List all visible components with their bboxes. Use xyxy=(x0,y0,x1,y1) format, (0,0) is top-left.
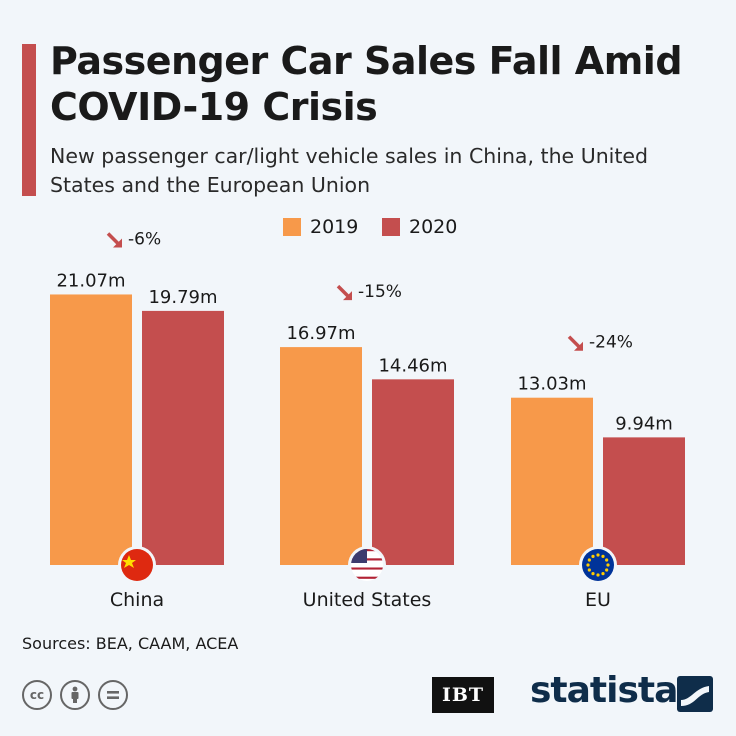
down-arrow-shaft xyxy=(106,232,121,246)
attribution-icon xyxy=(60,680,90,710)
change-label-1: -15% xyxy=(358,282,402,302)
bar-value-label-2020-2: 9.94m xyxy=(615,413,673,434)
flag-star xyxy=(587,568,591,572)
flag-star xyxy=(586,563,590,567)
bar-2019-0 xyxy=(50,294,132,565)
flag-stripe-white xyxy=(351,574,383,577)
down-arrow-icon xyxy=(106,232,122,248)
flag-star xyxy=(591,554,595,558)
flag-graphic xyxy=(121,549,153,581)
us-flag-icon xyxy=(348,546,386,584)
chart-title: Passenger Car Sales Fall Amid COVID-19 C… xyxy=(50,39,683,129)
chart-subtitle: New passenger car/light vehicle sales in… xyxy=(50,144,649,197)
bar-2020-2 xyxy=(603,437,685,565)
china-flag-icon xyxy=(118,546,156,584)
down-arrow-icon xyxy=(336,284,352,301)
flag-star xyxy=(596,573,600,577)
flag-stripe xyxy=(351,562,383,566)
down-arrow-head xyxy=(113,238,122,248)
statista-wordmark: statista xyxy=(530,670,678,711)
down-arrow-icon xyxy=(567,335,583,351)
category-label-1: United States xyxy=(303,589,432,611)
bar-value-label-2019-0: 21.07m xyxy=(56,270,125,291)
flag-star xyxy=(596,553,600,557)
bar-2019-2 xyxy=(511,397,593,565)
flag-stripe-white xyxy=(351,578,383,581)
change-label-0: -6% xyxy=(128,229,161,249)
license-icons: cc xyxy=(22,680,128,710)
eu-flag-icon xyxy=(579,546,617,584)
down-arrow-shaft xyxy=(336,284,351,299)
flag-star xyxy=(605,568,609,572)
flag-stripe-white xyxy=(351,569,383,572)
change-label-2: -24% xyxy=(589,333,633,353)
legend-item-2020: 2020 xyxy=(382,216,457,238)
flag-star xyxy=(587,558,591,562)
chart-legend: 2019 2020 xyxy=(0,216,736,240)
flag-stripe xyxy=(351,567,383,570)
flag-stripe-white xyxy=(351,565,383,568)
category-label-0: China xyxy=(110,589,164,611)
bar-value-label-2019-1: 16.97m xyxy=(286,323,355,344)
flag-star xyxy=(605,558,609,562)
flag-graphic xyxy=(582,549,614,581)
bar-2020-0 xyxy=(142,310,224,565)
legend-swatch-2020 xyxy=(382,218,400,236)
legend-label-2020: 2020 xyxy=(409,216,458,238)
flag-star xyxy=(591,572,595,576)
flag-graphic xyxy=(351,549,383,581)
title-accent-bar xyxy=(22,44,36,196)
bar-value-label-2020-0: 19.79m xyxy=(148,287,217,308)
bar-chart: 21.07m 19.79m -6% China 16.97m 14.46m -15% Unit… xyxy=(50,229,685,611)
bar-2020-1 xyxy=(372,379,454,565)
flag-star xyxy=(601,554,605,558)
bar-value-label-2019-2: 13.03m xyxy=(517,374,586,395)
down-arrow-head xyxy=(574,341,583,351)
flag-stripe xyxy=(351,576,383,579)
legend-label-2019: 2019 xyxy=(310,216,359,238)
flag-star xyxy=(606,563,610,567)
flag-star xyxy=(601,572,605,576)
no-derivatives-icon xyxy=(98,680,128,710)
category-label-2: EU xyxy=(585,589,611,611)
ibt-logo: IBT xyxy=(432,677,494,713)
bar-2019-1 xyxy=(280,347,362,565)
down-arrow-head xyxy=(343,291,352,301)
legend-item-2019: 2019 xyxy=(283,216,358,238)
sources-note: Sources: BEA, CAAM, ACEA xyxy=(22,634,239,653)
flag-star xyxy=(122,555,136,568)
statista-logo-icon xyxy=(677,676,713,712)
down-arrow-shaft xyxy=(567,335,582,349)
legend-swatch-2019 xyxy=(283,218,301,236)
cc-icon: cc xyxy=(22,680,52,710)
bar-value-label-2020-1: 14.46m xyxy=(378,355,447,376)
flag-stripe xyxy=(351,572,383,575)
